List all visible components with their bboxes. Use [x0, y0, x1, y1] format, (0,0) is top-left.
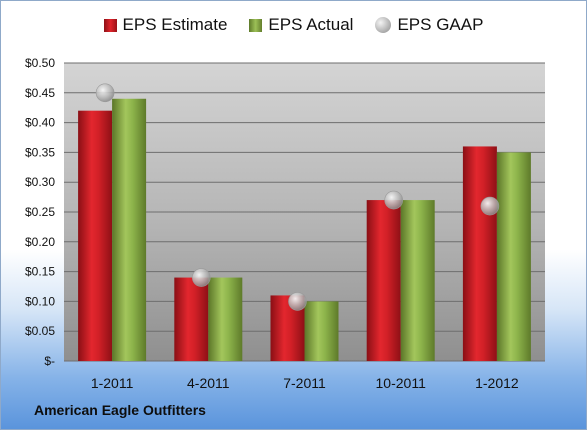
y-tick-label: $0.45 — [25, 86, 55, 100]
y-tick-label: $0.35 — [25, 145, 55, 159]
estimate-bar — [366, 200, 401, 361]
actual-bar — [304, 301, 339, 361]
x-tick-label: 10-2011 — [376, 375, 427, 391]
legend: EPS Estimate EPS Actual EPS GAAP — [1, 15, 586, 35]
x-tick-label: 1-2012 — [475, 375, 519, 391]
y-tick-label: $0.05 — [25, 324, 55, 338]
legend-label-actual: EPS Actual — [268, 15, 354, 34]
y-tick-label: $0.25 — [25, 205, 55, 219]
estimate-bar — [78, 110, 113, 362]
legend-swatch-actual — [249, 18, 263, 32]
y-tick-label: $0.20 — [25, 235, 55, 249]
x-tick-label: 7-2011 — [283, 375, 326, 391]
y-axis-labels: $- $0.05 $0.10 $0.15 $0.20 $0.25 $0.30 $0.35 $0.… — [25, 56, 55, 368]
gaap-marker — [192, 268, 211, 287]
legend-swatch-estimate — [103, 18, 117, 32]
y-tick-label: $0.10 — [25, 294, 55, 308]
gaap-marker — [480, 196, 500, 216]
legend-item-estimate: EPS Estimate — [103, 15, 228, 35]
legend-item-gaap: EPS GAAP — [375, 15, 483, 35]
legend-label-gaap: EPS GAAP — [397, 15, 484, 34]
gaap-marker — [384, 190, 404, 210]
x-axis-labels: 1-2011 4-2011 7-2011 10-2011 1-2012 — [91, 375, 519, 391]
gaap-marker — [288, 292, 307, 311]
legend-label-estimate: EPS Estimate — [122, 15, 228, 34]
company-name: American Eagle Outfitters — [34, 402, 206, 418]
actual-bar — [496, 152, 531, 361]
estimate-bar — [462, 146, 497, 361]
actual-bar — [208, 277, 243, 361]
x-tick-label: 4-2011 — [187, 375, 230, 391]
gaap-marker — [95, 83, 115, 103]
y-tick-label: $- — [44, 354, 55, 368]
y-tick-label: $0.40 — [25, 116, 55, 130]
actual-bar — [400, 200, 435, 361]
x-tick-label: 1-2011 — [91, 375, 134, 391]
legend-marker-gaap — [375, 17, 392, 33]
legend-item-actual: EPS Actual — [249, 15, 353, 35]
actual-bar — [112, 98, 147, 361]
gaap-markers — [95, 83, 500, 311]
y-tick-label: $0.30 — [25, 175, 55, 189]
bars — [78, 98, 531, 362]
y-tick-label: $0.50 — [25, 56, 55, 70]
y-tick-label: $0.15 — [25, 265, 55, 279]
estimate-bar — [174, 277, 209, 361]
